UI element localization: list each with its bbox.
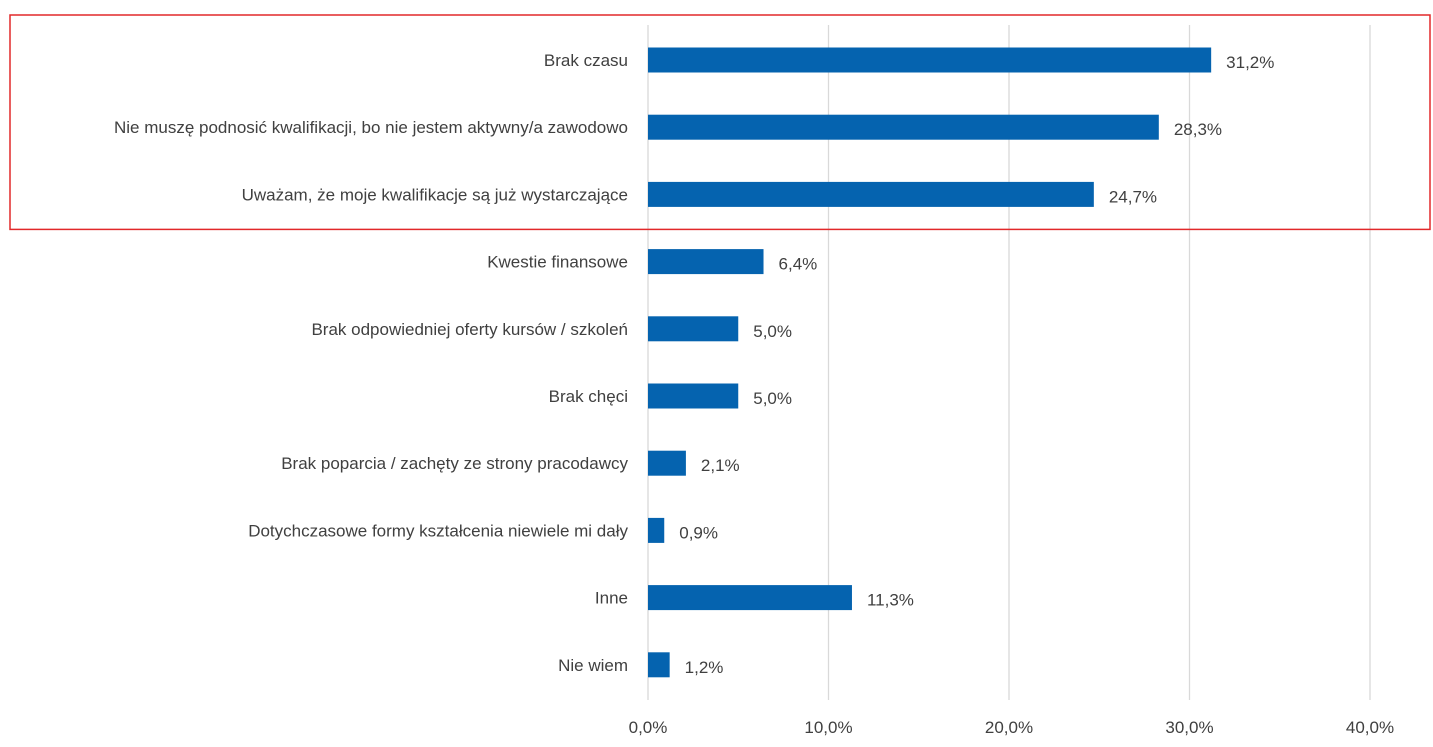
x-tick-label: 20,0% xyxy=(985,718,1033,737)
category-label: Inne xyxy=(595,589,628,608)
category-label: Uważam, że moje kwalifikacje są już wyst… xyxy=(242,185,628,204)
category-labels: Brak czasu Nie muszę podnosić kwalifikacj… xyxy=(114,51,629,675)
x-tick-label: 40,0% xyxy=(1346,718,1394,737)
highlight-box-group xyxy=(9,14,1431,231)
data-label: 1,2% xyxy=(685,658,724,677)
data-label: 0,9% xyxy=(679,523,718,542)
category-label: Brak czasu xyxy=(544,51,628,70)
bar xyxy=(648,450,686,476)
x-tick-label: 10,0% xyxy=(804,718,852,737)
data-label: 6,4% xyxy=(779,255,818,274)
data-label: 11,3% xyxy=(867,591,914,610)
bar xyxy=(648,249,764,275)
bar xyxy=(648,114,1159,140)
x-tick-label: 0,0% xyxy=(629,718,668,737)
bar xyxy=(648,517,665,543)
category-label: Brak odpowiedniej oferty kursów / szkole… xyxy=(311,320,628,339)
data-label: 2,1% xyxy=(701,456,740,475)
highlight-box xyxy=(9,14,1431,231)
category-label: Kwestie finansowe xyxy=(487,253,628,272)
data-label: 28,3% xyxy=(1174,120,1222,139)
category-label: Nie muszę podnosić kwalifikacji, bo nie … xyxy=(114,118,628,137)
bar xyxy=(648,652,670,678)
bars xyxy=(648,47,1212,678)
data-label: 5,0% xyxy=(753,322,792,341)
bar xyxy=(648,47,1212,73)
category-label: Nie wiem xyxy=(558,656,628,675)
data-label: 31,2% xyxy=(1226,53,1274,72)
value-labels: 31,2% 28,3% 24,7% 6,4% 5,0% 5,0% 2,1% 0,9% 11,3%… xyxy=(679,53,1274,677)
bar xyxy=(648,181,1094,207)
category-label: Dotychczasowe formy kształcenia niewiele… xyxy=(248,521,628,540)
bar xyxy=(648,316,739,342)
x-tick-label: 30,0% xyxy=(1165,718,1213,737)
data-label: 5,0% xyxy=(753,389,792,408)
category-label: Brak chęci xyxy=(549,387,628,406)
bar xyxy=(648,585,852,611)
data-label: 24,7% xyxy=(1109,187,1157,206)
x-axis-tick-labels: 0,0% 10,0% 20,0% 30,0% 40,0% xyxy=(629,718,1394,737)
bar xyxy=(648,383,739,409)
category-label: Brak poparcia / zachęty ze strony pracod… xyxy=(281,454,628,473)
